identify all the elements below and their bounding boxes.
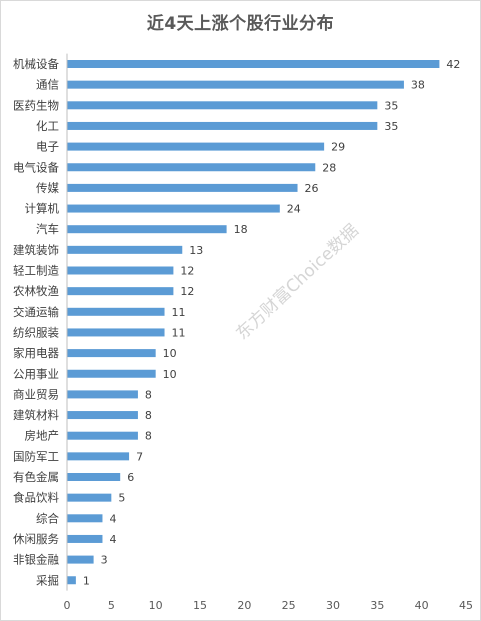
bar bbox=[67, 204, 280, 213]
x-tick-label: 35 bbox=[370, 599, 384, 612]
bar bbox=[67, 225, 227, 234]
category-label: 建筑装饰 bbox=[13, 243, 59, 257]
data-label: 6 bbox=[127, 471, 134, 484]
bar bbox=[67, 245, 183, 254]
bars-layer bbox=[67, 60, 440, 585]
bar bbox=[67, 266, 174, 275]
data-label: 29 bbox=[331, 141, 345, 154]
x-tick-label: 25 bbox=[282, 599, 296, 612]
bar bbox=[67, 60, 440, 68]
data-label: 38 bbox=[411, 79, 425, 92]
category-label: 医药生物 bbox=[13, 98, 59, 112]
chart-title: 近4天上涨个股行业分布 bbox=[146, 14, 335, 34]
bar bbox=[67, 514, 103, 523]
data-label: 7 bbox=[136, 450, 143, 463]
data-label: 11 bbox=[172, 306, 186, 319]
watermark-text: 东方财富Choice数据 bbox=[232, 221, 362, 344]
data-label: 8 bbox=[145, 430, 152, 443]
category-label: 综合 bbox=[36, 511, 59, 525]
x-tick-label: 15 bbox=[193, 599, 207, 612]
data-label: 5 bbox=[118, 492, 125, 505]
bar bbox=[67, 493, 112, 502]
bar bbox=[67, 307, 165, 316]
x-tick-label: 5 bbox=[108, 599, 115, 612]
bar bbox=[67, 431, 138, 440]
bar bbox=[67, 121, 378, 130]
bar bbox=[67, 287, 174, 296]
category-label: 交通运输 bbox=[13, 305, 59, 319]
category-label: 传媒 bbox=[36, 181, 59, 195]
data-label: 12 bbox=[180, 285, 194, 298]
data-label: 4 bbox=[109, 533, 116, 546]
data-label: 11 bbox=[172, 326, 186, 339]
data-label: 18 bbox=[234, 223, 248, 236]
category-label: 农林牧渔 bbox=[13, 284, 59, 298]
category-label: 非银金融 bbox=[13, 553, 59, 567]
bar bbox=[67, 349, 156, 358]
bar bbox=[67, 411, 138, 420]
category-label: 商业贸易 bbox=[13, 387, 59, 401]
category-label: 电子 bbox=[36, 140, 59, 154]
category-label: 建筑材料 bbox=[13, 408, 59, 422]
data-label: 8 bbox=[145, 388, 152, 401]
x-tick-label: 10 bbox=[149, 599, 163, 612]
data-label: 12 bbox=[180, 265, 194, 278]
category-label: 公用事业 bbox=[13, 367, 59, 381]
data-label: 3 bbox=[101, 554, 108, 567]
category-label: 化工 bbox=[36, 119, 59, 133]
x-tick-label: 0 bbox=[64, 599, 71, 612]
category-label: 机械设备 bbox=[13, 57, 59, 71]
data-label: 42 bbox=[446, 58, 460, 71]
category-label: 家用电器 bbox=[13, 346, 59, 360]
bar bbox=[67, 473, 121, 481]
bar bbox=[67, 163, 316, 172]
x-tick-label: 30 bbox=[326, 599, 340, 612]
bar bbox=[67, 390, 138, 399]
data-label: 1 bbox=[83, 574, 90, 587]
x-tick-label: 45 bbox=[459, 599, 473, 612]
bar bbox=[67, 328, 165, 337]
category-label: 通信 bbox=[36, 78, 59, 92]
category-label: 电气设备 bbox=[13, 160, 59, 174]
data-label: 10 bbox=[163, 368, 177, 381]
category-label: 休闲服务 bbox=[13, 532, 59, 546]
bar bbox=[67, 80, 404, 89]
data-label: 35 bbox=[384, 99, 398, 112]
data-label: 26 bbox=[305, 182, 319, 195]
bar bbox=[67, 452, 130, 461]
category-label: 采掘 bbox=[36, 573, 59, 587]
data-label: 35 bbox=[384, 120, 398, 133]
category-label: 轻工制造 bbox=[13, 264, 59, 278]
data-label: 24 bbox=[287, 203, 301, 216]
category-label: 有色金属 bbox=[13, 470, 59, 484]
x-tick-label: 20 bbox=[237, 599, 251, 612]
category-label: 食品饮料 bbox=[13, 491, 59, 505]
data-label: 28 bbox=[322, 161, 336, 174]
category-label: 国防军工 bbox=[13, 449, 59, 463]
bar bbox=[67, 576, 76, 585]
bar bbox=[67, 101, 378, 110]
category-label: 汽车 bbox=[36, 222, 59, 236]
bar bbox=[67, 183, 298, 192]
data-label: 10 bbox=[163, 347, 177, 360]
category-label: 房地产 bbox=[25, 429, 60, 443]
bar bbox=[67, 555, 94, 564]
data-label: 8 bbox=[145, 409, 152, 422]
data-label: 4 bbox=[109, 512, 116, 525]
axis-layer: 0 5 10 15 20 25 30 35 40 45 bbox=[64, 53, 473, 612]
data-label: 13 bbox=[189, 244, 203, 257]
bar bbox=[67, 534, 103, 543]
bar bbox=[67, 142, 325, 151]
x-tick-label: 40 bbox=[415, 599, 429, 612]
category-label: 计算机 bbox=[25, 202, 60, 216]
category-label: 纺织服装 bbox=[13, 325, 59, 339]
bar bbox=[67, 369, 156, 378]
